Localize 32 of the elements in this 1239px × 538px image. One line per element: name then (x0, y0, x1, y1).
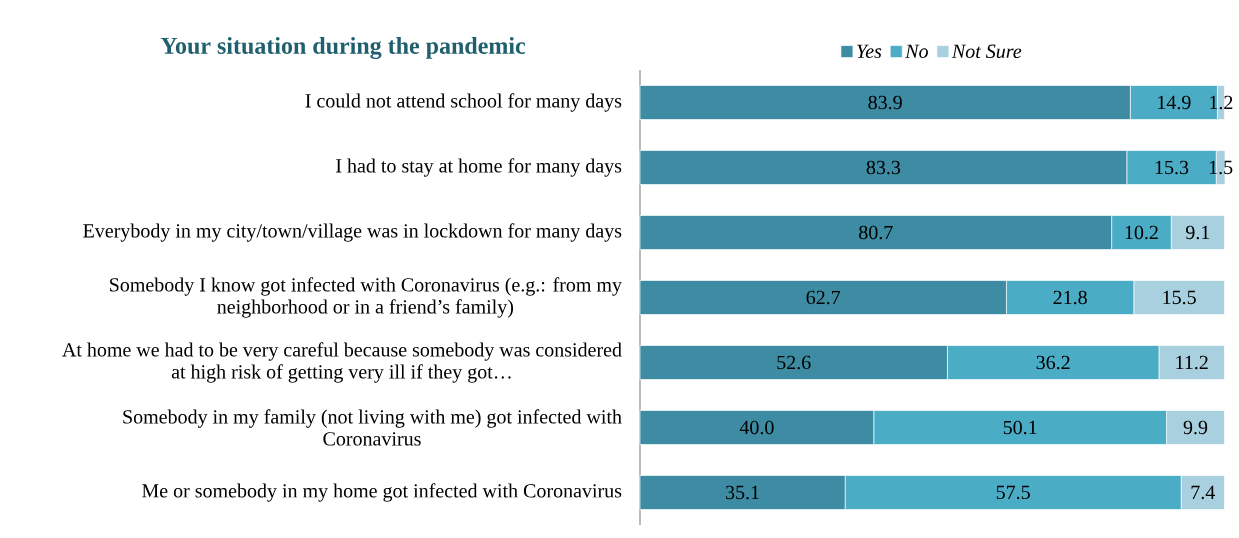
text: Your situation during the pandemic (160, 37, 526, 59)
legend-label: Not Sure (951, 44, 1022, 59)
data-label: 52.6 (777, 355, 811, 370)
data-label: 10.2 (1125, 225, 1158, 240)
data-label: 35.1 (726, 485, 759, 500)
data-label: 9.1 (1185, 225, 1210, 240)
y-tick-label: At home we had to be very careful because somebody was considered at high risk of getting very ill if they got… (62, 342, 622, 383)
data-label: 83.9 (868, 95, 902, 110)
data-label: 9.9 (1183, 420, 1208, 435)
data-label: 1.5 (1209, 160, 1233, 175)
data-label: 15.3 (1155, 160, 1189, 175)
data-label: 14.9 (1158, 95, 1191, 110)
data-label: 50.1 (1003, 420, 1037, 435)
data-label: 80.7 (859, 225, 893, 240)
data-label: 7.4 (1191, 485, 1215, 500)
y-tick-label: Somebody in my family (not living with me) got infected with Coronavirus (123, 409, 622, 446)
data-label: 21.8 (1053, 290, 1087, 305)
data-label: 57.5 (996, 485, 1030, 500)
legend-label: No (905, 44, 928, 58)
y-tick-label: I could not attend school for many days (305, 93, 622, 112)
data-label: 62.7 (806, 290, 841, 305)
y-tick-label: Everybody in my city/town/village was in lockdown for many days (83, 223, 622, 242)
data-label: 1.2 (1210, 95, 1233, 110)
data-label: 40.0 (739, 420, 774, 435)
data-label: 36.2 (1036, 355, 1070, 370)
y-tick-label: Somebody I know got infected with Coronavirus (e.g.: from my neighborhood or in a friend’s family) (110, 277, 622, 318)
data-label: 15.5 (1163, 290, 1196, 305)
data-label: 11.2 (1176, 355, 1208, 370)
legend-label: Yes (857, 44, 882, 58)
data-label: 83.3 (866, 160, 901, 175)
y-tick-label: I had to stay at home for many days (336, 158, 622, 177)
y-tick-label: Me or somebody in my home got infected with Coronavirus (142, 483, 622, 502)
